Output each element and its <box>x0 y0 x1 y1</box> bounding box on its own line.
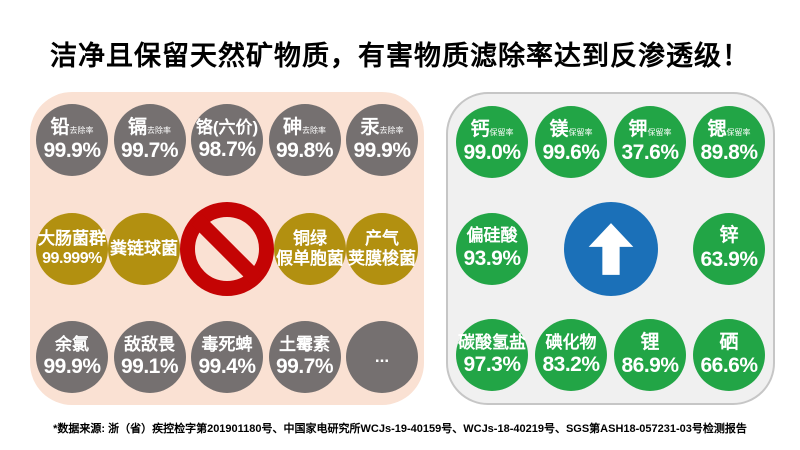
no-entry-slash <box>191 213 263 285</box>
substance-name: 余氯 <box>55 334 89 354</box>
arrow-up-icon <box>563 201 658 296</box>
substance-bubble: 锂 86.9% <box>614 319 686 391</box>
substance-bubble: 铬(六价) 98.7% <box>191 104 263 176</box>
page-title: 洁净且保留天然矿物质，有害物质滤除率达到反渗透级！ <box>50 41 750 71</box>
rate-value: 66.6% <box>700 354 758 378</box>
substance-name: 锶保留率 <box>707 118 751 140</box>
data-source-footnote: *数据来源: 浙（省）疾控检字第201901180号、中国家电研究所WCJs-1… <box>53 423 747 435</box>
bubble-row: 碳酸氢盐 97.3% 碘化物 83.2% 锂 86.9% 硒 66.6% <box>456 319 765 391</box>
rate-type-label: 去除率 <box>302 125 326 135</box>
retained-minerals-panel: 钙保留率 99.0% 镁保留率 99.6% 钾保留率 37.6% 锶保留率 89.8% 偏硅酸 9… <box>446 92 775 405</box>
substance-bubble: 余氯 99.9% <box>36 321 108 393</box>
substance-name: 毒死蜱 <box>201 334 253 354</box>
rate-type-label: 去除率 <box>379 125 404 135</box>
substance-bubble: 镉去除率 99.7% <box>113 104 186 176</box>
substance-name: 碳酸氢盐 <box>458 332 526 352</box>
substance-name: 钙保留率 <box>470 118 514 140</box>
rate-value: 99.7% <box>275 355 334 379</box>
substance-bubble: 粪链球菌 <box>108 212 180 285</box>
bubble-row: 偏硅酸 93.9% 锌 63.9% <box>456 201 765 296</box>
substance-name: 大肠菌群 <box>38 229 106 249</box>
rate-type-label: 保留率 <box>568 127 593 137</box>
rate-value: 37.6% <box>621 141 679 165</box>
substance-name: 土霉素 <box>279 334 330 354</box>
substance-bubble: 钾保留率 37.6% <box>614 106 686 178</box>
rate-value: 97.3% <box>463 353 521 377</box>
bubble-row: 余氯 99.9% 敌敌畏 99.1% 毒死蜱 99.4% 土霉素 99.7%... <box>36 321 418 393</box>
substance-name: 锂 <box>640 331 660 353</box>
harmful-substances-panel: 铅去除率 99.9% 镉去除率 99.7% 铬(六价) 98.7% 砷去除率 99.8% 汞去除… <box>30 92 424 405</box>
substance-name: 粪链球菌 <box>110 238 178 258</box>
substance-name: 镁保留率 <box>549 118 593 140</box>
substance-bubble: 铅去除率 99.9% <box>36 104 108 176</box>
substance-name: 铜绿 假单胞菌 <box>276 228 344 268</box>
rate-value: 93.9% <box>463 246 521 270</box>
substance-name: 汞去除率 <box>360 116 404 138</box>
bubble-row: 大肠菌群 99.999% 粪链球菌 铜绿 假单胞菌 产气 荚膜梭菌 <box>36 201 418 296</box>
substance-name: 敌敌畏 <box>124 334 175 354</box>
substance-bubble: 偏硅酸 93.9% <box>456 212 528 285</box>
rate-type-label: 去除率 <box>147 125 171 135</box>
rate-type-label: 保留率 <box>726 127 751 137</box>
substance-bubble: ... <box>346 321 418 393</box>
rate-value: 98.7% <box>198 138 256 162</box>
rate-value: 99.999% <box>42 249 102 267</box>
substance-name: 产气 荚膜梭菌 <box>348 228 416 268</box>
substance-name: 碘化物 <box>545 332 597 352</box>
substance-bubble: 碘化物 83.2% <box>535 319 607 391</box>
rate-type-label: 保留率 <box>489 127 514 137</box>
substance-bubble: 锌 63.9% <box>693 212 765 285</box>
rate-type-label: 保留率 <box>647 127 672 137</box>
rate-value: 83.2% <box>542 353 600 377</box>
substance-bubble: 汞去除率 99.9% <box>346 104 418 176</box>
substance-name: 镉去除率 <box>127 116 171 138</box>
substance-name: 铅去除率 <box>50 116 94 138</box>
rate-value: 89.8% <box>700 141 758 165</box>
substance-name: 偏硅酸 <box>466 226 518 246</box>
substance-bubble: 硒 66.6% <box>693 319 765 391</box>
substance-bubble: 大肠菌群 99.999% <box>36 212 108 285</box>
rate-value: 99.9% <box>43 355 101 379</box>
rate-value: 99.4% <box>198 355 256 379</box>
rate-value: 86.9% <box>621 354 679 378</box>
rate-value: 99.0% <box>463 141 521 165</box>
up-arrow-glyph <box>588 222 633 275</box>
rate-value: 63.9% <box>700 247 758 271</box>
substance-name: 硒 <box>719 331 739 353</box>
substance-name: 砷去除率 <box>282 116 326 138</box>
bubble-row: 钙保留率 99.0% 镁保留率 99.6% 钾保留率 37.6% 锶保留率 89.8% <box>456 106 765 178</box>
rate-value: 99.8% <box>275 139 334 163</box>
substance-name: ... <box>374 347 390 367</box>
rate-value: 99.9% <box>353 139 411 163</box>
substance-bubble: 锶保留率 89.8% <box>693 106 765 178</box>
substance-bubble: 毒死蜱 99.4% <box>191 321 263 393</box>
rate-value: 99.7% <box>120 139 179 163</box>
substance-bubble: 铜绿 假单胞菌 <box>274 212 346 285</box>
rate-value: 99.6% <box>542 141 600 165</box>
substance-bubble: 钙保留率 99.0% <box>456 106 528 178</box>
rate-value: 99.1% <box>120 355 179 379</box>
rate-type-label: 去除率 <box>69 125 94 135</box>
substance-name: 钾保留率 <box>628 118 672 140</box>
substance-name: 锌 <box>719 225 739 247</box>
rate-value: 99.9% <box>43 139 101 163</box>
substance-bubble: 砷去除率 99.8% <box>268 104 341 176</box>
no-entry-icon <box>180 201 274 296</box>
substance-bubble: 镁保留率 99.6% <box>535 106 607 178</box>
bubble-row: 铅去除率 99.9% 镉去除率 99.7% 铬(六价) 98.7% 砷去除率 99.8% 汞去除… <box>36 104 418 176</box>
substance-bubble: 敌敌畏 99.1% <box>113 321 186 393</box>
substance-bubble: 产气 荚膜梭菌 <box>346 212 418 285</box>
substance-bubble: 土霉素 99.7% <box>268 321 341 393</box>
substance-name: 铬(六价) <box>195 117 259 137</box>
substance-bubble: 碳酸氢盐 97.3% <box>456 319 528 391</box>
